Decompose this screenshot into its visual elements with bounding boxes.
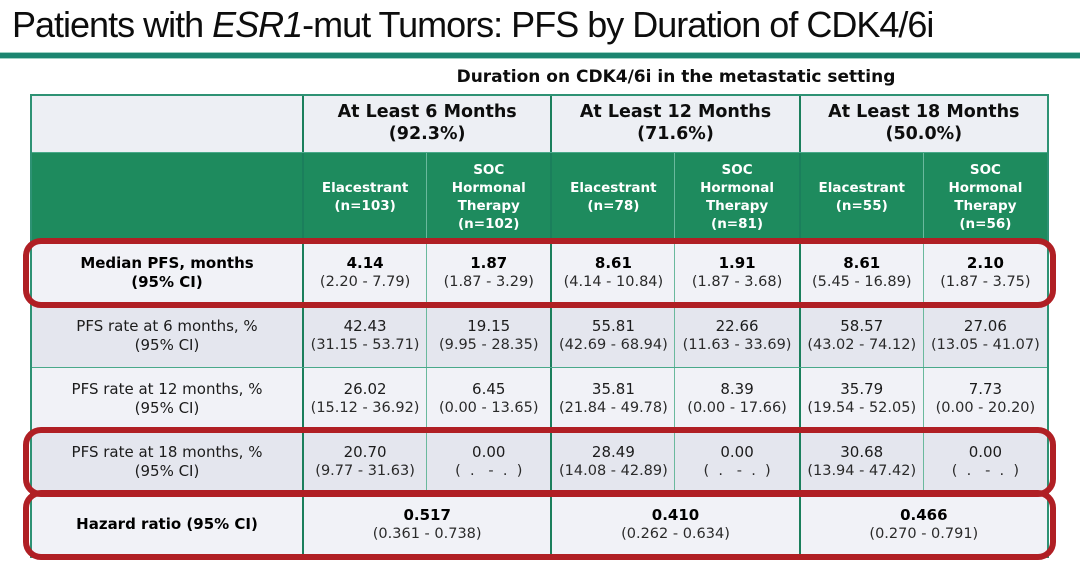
- col-header-soc-6mo: SOC Hormonal Therapy (n=102): [426, 153, 551, 241]
- row-label-pfs-6mo: PFS rate at 6 months, % (95% CI): [32, 305, 302, 367]
- table-row-pfs-18mo: PFS rate at 18 months, % (95% CI) 20.70(…: [23, 427, 1056, 497]
- group-header-row: At Least 6 Months (92.3%) At Least 12 Mo…: [32, 96, 1047, 152]
- row-label-pfs-12mo: PFS rate at 12 months, % (95% CI): [32, 368, 302, 430]
- title-suffix: -mut Tumors: PFS by Duration of CDK4/6i: [302, 4, 934, 45]
- hazard-cell-18mo: 0.466 (0.270 - 0.791): [798, 494, 1047, 556]
- data-cell: 1.87 (1.87 - 3.29): [426, 242, 551, 304]
- col-header-elacestrant-18mo: Elacestrant (n=55): [798, 153, 923, 241]
- col-header-elacestrant-12mo: Elacestrant (n=78): [550, 153, 675, 241]
- data-cell: 8.61 (4.14 - 10.84): [550, 242, 675, 304]
- group-header-6-months: At Least 6 Months (92.3%): [302, 96, 551, 152]
- row-label-median-pfs: Median PFS, months (95% CI): [32, 242, 302, 304]
- table-row-hazard-ratio: Hazard ratio (95% CI) 0.517 (0.361 - 0.73…: [23, 490, 1056, 560]
- table-row-median-pfs: Median PFS, months (95% CI) 4.14 (2.20 - …: [23, 238, 1056, 308]
- data-cell: 0.00( . - . ): [674, 431, 799, 493]
- hazard-cell-12mo: 0.410 (0.262 - 0.634): [550, 494, 799, 556]
- data-cell: 2.10 (1.87 - 3.75): [922, 242, 1047, 304]
- table-row-pfs-12mo: PFS rate at 12 months, % (95% CI) 26.02(…: [32, 367, 1047, 430]
- data-cell: 26.02 (15.12 - 36.92): [302, 368, 427, 430]
- data-cell: 28.49 (14.08 - 42.89): [550, 431, 675, 493]
- treatment-header-empty-cell: [32, 153, 302, 241]
- col-header-soc-18mo: SOC Hormonal Therapy (n=56): [922, 153, 1047, 241]
- table-row-pfs-6mo: PFS rate at 6 months, % (95% CI) 42.43 (3…: [32, 304, 1047, 367]
- data-cell: 35.79 (19.54 - 52.05): [798, 368, 923, 430]
- data-cell: 58.57 (43.02 - 74.12): [798, 305, 923, 367]
- data-cell: 6.45 (0.00 - 13.65): [426, 368, 551, 430]
- data-cell: 55.81 (42.69 - 68.94): [550, 305, 675, 367]
- data-cell: 8.61 (5.45 - 16.89): [798, 242, 923, 304]
- data-cell: 8.39 (0.00 - 17.66): [674, 368, 799, 430]
- group-header-18-months: At Least 18 Months (50.0%): [798, 96, 1047, 152]
- col-header-elacestrant-6mo: Elacestrant (n=103): [302, 153, 427, 241]
- data-cell: 35.81 (21.84 - 49.78): [550, 368, 675, 430]
- data-cell: 27.06 (13.05 - 41.07): [922, 305, 1047, 367]
- group-header-12-months: At Least 12 Months (71.6%): [550, 96, 799, 152]
- data-cell: 7.73 (0.00 - 20.20): [922, 368, 1047, 430]
- pfs-results-table: At Least 6 Months (92.3%) At Least 12 Mo…: [23, 94, 1056, 560]
- col-header-soc-12mo: SOC Hormonal Therapy (n=81): [674, 153, 799, 241]
- hazard-cell-6mo: 0.517 (0.361 - 0.738): [302, 494, 551, 556]
- row-label-pfs-18mo: PFS rate at 18 months, % (95% CI): [32, 431, 302, 493]
- title-divider-rule: [0, 52, 1080, 59]
- title-gene-italic: ESR1: [212, 4, 303, 45]
- data-cell: 22.66 (11.63 - 33.69): [674, 305, 799, 367]
- data-cell: 4.14 (2.20 - 7.79): [302, 242, 427, 304]
- data-cell: 1.91 (1.87 - 3.68): [674, 242, 799, 304]
- row-label-hazard-ratio: Hazard ratio (95% CI): [32, 494, 302, 556]
- treatment-header-row: Elacestrant (n=103) SOC Hormonal Therapy…: [32, 152, 1047, 241]
- table-caption: Duration on CDK4/6i in the metastatic se…: [456, 67, 896, 87]
- page-title: Patients with ESR1-mut Tumors: PFS by Du…: [12, 4, 1072, 46]
- data-cell: 19.15 (9.95 - 28.35): [426, 305, 551, 367]
- data-cell: 30.68 (13.94 - 47.42): [798, 431, 923, 493]
- data-cell: 0.00( . - . ): [922, 431, 1047, 493]
- title-prefix: Patients with: [12, 4, 213, 45]
- data-cell: 42.43 (31.15 - 53.71): [302, 305, 427, 367]
- data-cell: 0.00( . - . ): [426, 431, 551, 493]
- group-header-empty-cell: [32, 96, 302, 152]
- data-cell: 20.70 (9.77 - 31.63): [302, 431, 427, 493]
